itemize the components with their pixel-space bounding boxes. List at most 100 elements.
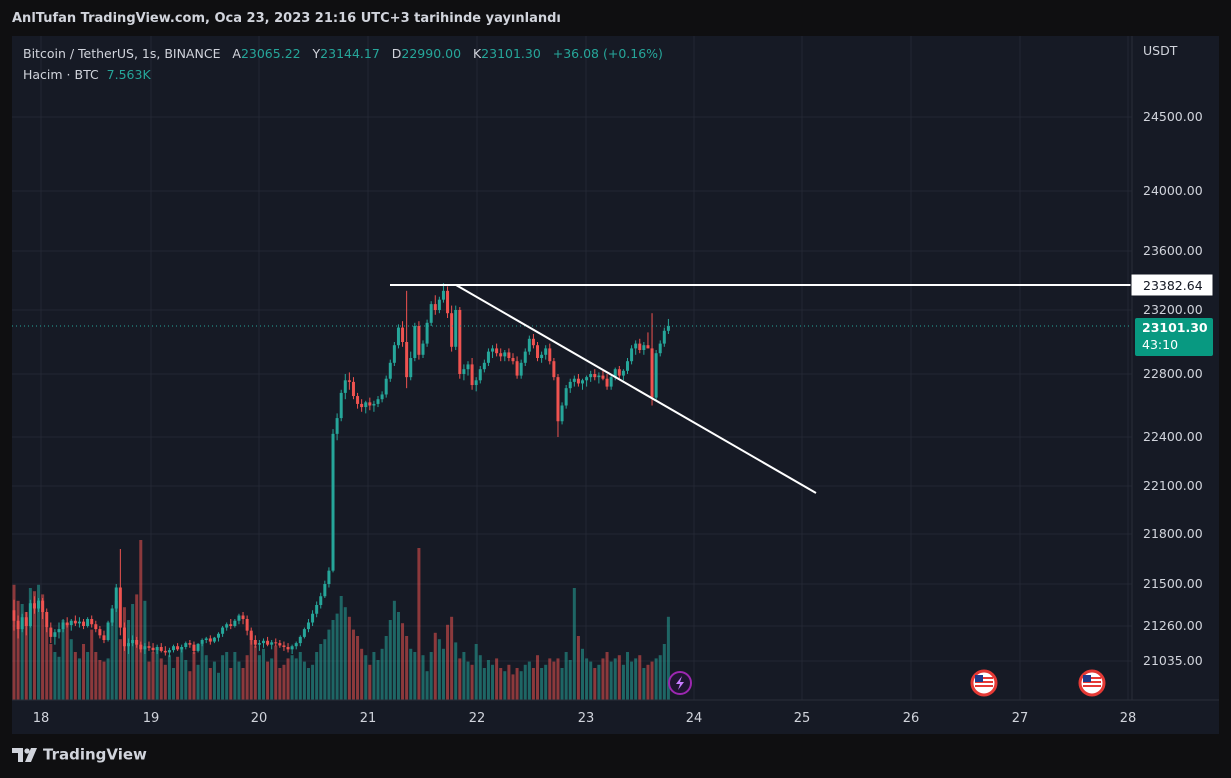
volume-bar [556,658,560,700]
candle-body [540,354,544,358]
volume-bar [642,668,646,700]
volume-bar [278,668,282,700]
time-tick-label: 20 [251,711,268,726]
candle-body [642,345,646,350]
volume-bar [131,604,135,700]
candle-body [49,627,53,637]
volume-bar [474,644,478,700]
candle-body [135,640,139,645]
volume-bar [654,658,658,700]
candle-body [462,369,466,374]
candle-body [646,345,650,349]
candle-body [343,380,347,393]
candle-body [474,380,478,386]
lightning-icon[interactable] [668,671,692,695]
candle-body [257,643,261,645]
volume-bar [376,660,380,700]
candle-body [155,647,159,651]
candle-body [73,620,77,624]
candle-body [319,596,323,605]
candle-body [90,619,94,625]
candle-body [486,351,490,363]
ohlc-legend: Bitcoin / TetherUS, 1s, BINANCE A23065.2… [23,46,663,61]
volume-bar [462,652,466,700]
time-tick-label: 27 [1012,711,1029,726]
candle-body [515,361,519,376]
volume-bar [270,658,274,700]
descending-trendline[interactable] [455,284,817,494]
candle-body [311,613,315,623]
tradingview-branding[interactable]: TradingView [12,745,147,769]
symbol-title[interactable]: Bitcoin / TetherUS, 1s, BINANCE [23,46,221,61]
volume-label[interactable]: Hacim · BTC [23,67,99,82]
volume-bar [184,660,188,700]
candle-body [261,640,265,644]
candle-body [388,362,392,379]
candle-body [167,650,171,653]
volume-bar [32,591,36,700]
volume-bar [519,671,523,700]
candle-body [274,642,278,644]
candle-body [188,643,192,645]
candlestick-chart[interactable]: USDT 24500.00 24000.00 23600.00 23200.00 228… [12,36,1219,734]
low-value: 22990.00 [401,46,462,61]
candle-body [41,600,45,612]
volume-bar [274,645,278,700]
candle-body [634,343,638,349]
volume-bar [634,658,638,700]
us-flag-icon[interactable] [1078,669,1106,697]
volume-bar [548,658,552,700]
current-price-tag-bg [1135,318,1213,356]
candle-body [151,647,155,651]
candle-body [204,638,208,640]
volume-bar [257,655,261,700]
price-axis[interactable]: 24500.00 24000.00 23600.00 23200.00 22800.00… [1143,109,1203,668]
candle-body [306,622,310,630]
candle-body [523,351,527,363]
candle-body [32,603,36,609]
candle-body [294,643,298,647]
candle-body [503,352,507,357]
candle-body [638,343,642,350]
volume-bar [86,652,90,700]
us-flag-icon[interactable] [970,669,998,697]
volume-bar [253,645,257,700]
candle-body [576,378,580,384]
candle-body [351,381,355,397]
open-label: A [232,46,241,61]
candle-body [192,644,196,651]
candle-body [446,290,450,314]
price-tick-label: 22400.00 [1143,429,1203,444]
volume-bar [552,661,556,700]
change-value: +36.08 (+0.16%) [552,46,663,61]
volume-legend: Hacim · BTC 7.563K [23,67,151,82]
chart-panel[interactable]: USDT 24500.00 24000.00 23600.00 23200.00 228… [12,36,1219,734]
candle-body [536,345,540,358]
time-tick-label: 23 [578,711,595,726]
time-tick-label: 25 [794,711,811,726]
candle-body [491,348,495,352]
volume-bar [282,664,286,700]
volume-bar [581,648,585,700]
volume-bar [589,661,593,700]
candle-body [548,348,552,362]
candle-body [470,364,474,386]
candle-body [208,638,212,642]
time-axis[interactable]: 18 19 20 21 22 23 24 25 26 27 28 [33,711,1137,726]
candle-body [65,622,69,626]
open-value: 23065.22 [240,46,301,61]
candle-body [433,304,437,310]
candle-body [626,361,629,371]
volume-bar [421,655,425,700]
volume-bar [544,664,548,700]
candle-body [372,403,376,406]
volume-bar [523,664,527,700]
volume-bar [433,632,437,700]
candle-body [229,624,233,626]
candle-body [568,381,572,389]
volume-bar [73,652,77,700]
candle-body [94,624,98,630]
volume-bar [208,668,212,700]
volume-bar [392,600,396,700]
candle-body [392,345,396,363]
